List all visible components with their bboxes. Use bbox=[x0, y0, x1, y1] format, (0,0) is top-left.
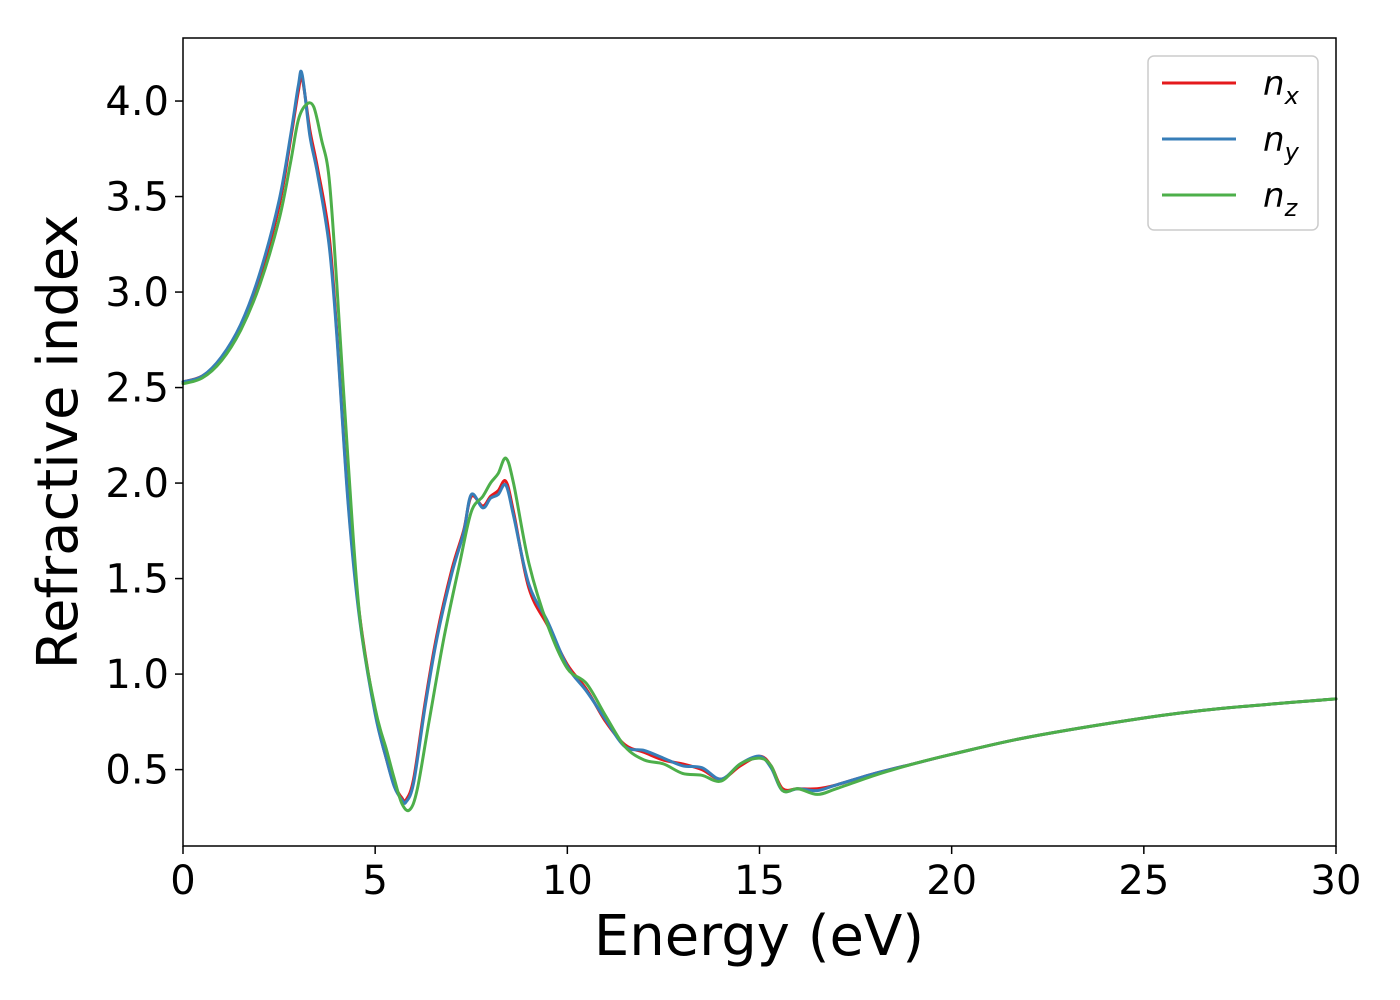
legend-label-base: n bbox=[1263, 176, 1285, 216]
series-line-z bbox=[181, 101, 1338, 813]
y-tick-label: 2.5 bbox=[105, 366, 169, 412]
legend-label-base: n bbox=[1263, 64, 1285, 104]
x-tick-label: 0 bbox=[170, 858, 195, 904]
x-tick-label: 10 bbox=[542, 858, 593, 904]
x-tick-label: 15 bbox=[734, 858, 785, 904]
y-axis-ticks: 0.5 1.0 1.5 2.0 2.5 3.0 3.5 4.0 bbox=[105, 79, 183, 794]
x-tick-label: 5 bbox=[362, 858, 387, 904]
x-tick-label: 20 bbox=[926, 858, 977, 904]
y-tick-label: 4.0 bbox=[105, 79, 169, 125]
legend-label-subscript: z bbox=[1284, 194, 1299, 222]
y-tick-label: 1.0 bbox=[105, 652, 169, 698]
legend-label-base: n bbox=[1263, 120, 1285, 160]
legend-box bbox=[1147, 55, 1319, 231]
y-tick-label: 0.5 bbox=[105, 748, 169, 794]
y-tick-label: 1.5 bbox=[105, 557, 169, 603]
legend-label-x: nx bbox=[1263, 64, 1300, 110]
x-tick-label: 25 bbox=[1118, 858, 1169, 904]
x-axis-ticks: 0 5 10 15 20 25 30 bbox=[170, 846, 1361, 904]
series-layer bbox=[181, 69, 1338, 813]
legend-label-z: nz bbox=[1263, 176, 1299, 222]
y-axis-label: Refractive index bbox=[26, 215, 91, 670]
y-tick-label: 3.5 bbox=[105, 175, 169, 221]
y-tick-label: 2.0 bbox=[105, 461, 169, 507]
x-axis-label: Energy (eV) bbox=[594, 904, 924, 969]
legend-label-subscript: x bbox=[1284, 82, 1300, 110]
y-tick-label: 3.0 bbox=[105, 270, 169, 316]
legend-label-y: ny bbox=[1263, 120, 1300, 166]
legend-label-subscript: y bbox=[1284, 138, 1300, 166]
x-tick-label: 30 bbox=[1311, 858, 1362, 904]
